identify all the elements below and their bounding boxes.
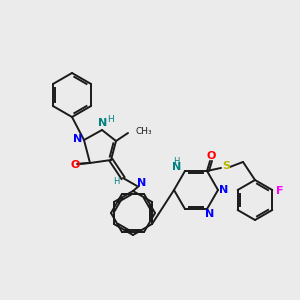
Text: N: N bbox=[137, 178, 147, 188]
Text: N: N bbox=[98, 118, 108, 128]
Text: O: O bbox=[70, 160, 80, 170]
Text: O: O bbox=[206, 151, 216, 161]
Text: H: H bbox=[173, 158, 179, 166]
Text: N: N bbox=[219, 185, 229, 195]
Text: N: N bbox=[206, 209, 214, 219]
Text: S: S bbox=[222, 161, 230, 171]
Text: H: H bbox=[113, 178, 119, 187]
Text: N: N bbox=[172, 162, 181, 172]
Text: H: H bbox=[106, 116, 113, 124]
Text: CH₃: CH₃ bbox=[136, 127, 153, 136]
Text: N: N bbox=[74, 134, 82, 144]
Text: F: F bbox=[276, 186, 283, 196]
